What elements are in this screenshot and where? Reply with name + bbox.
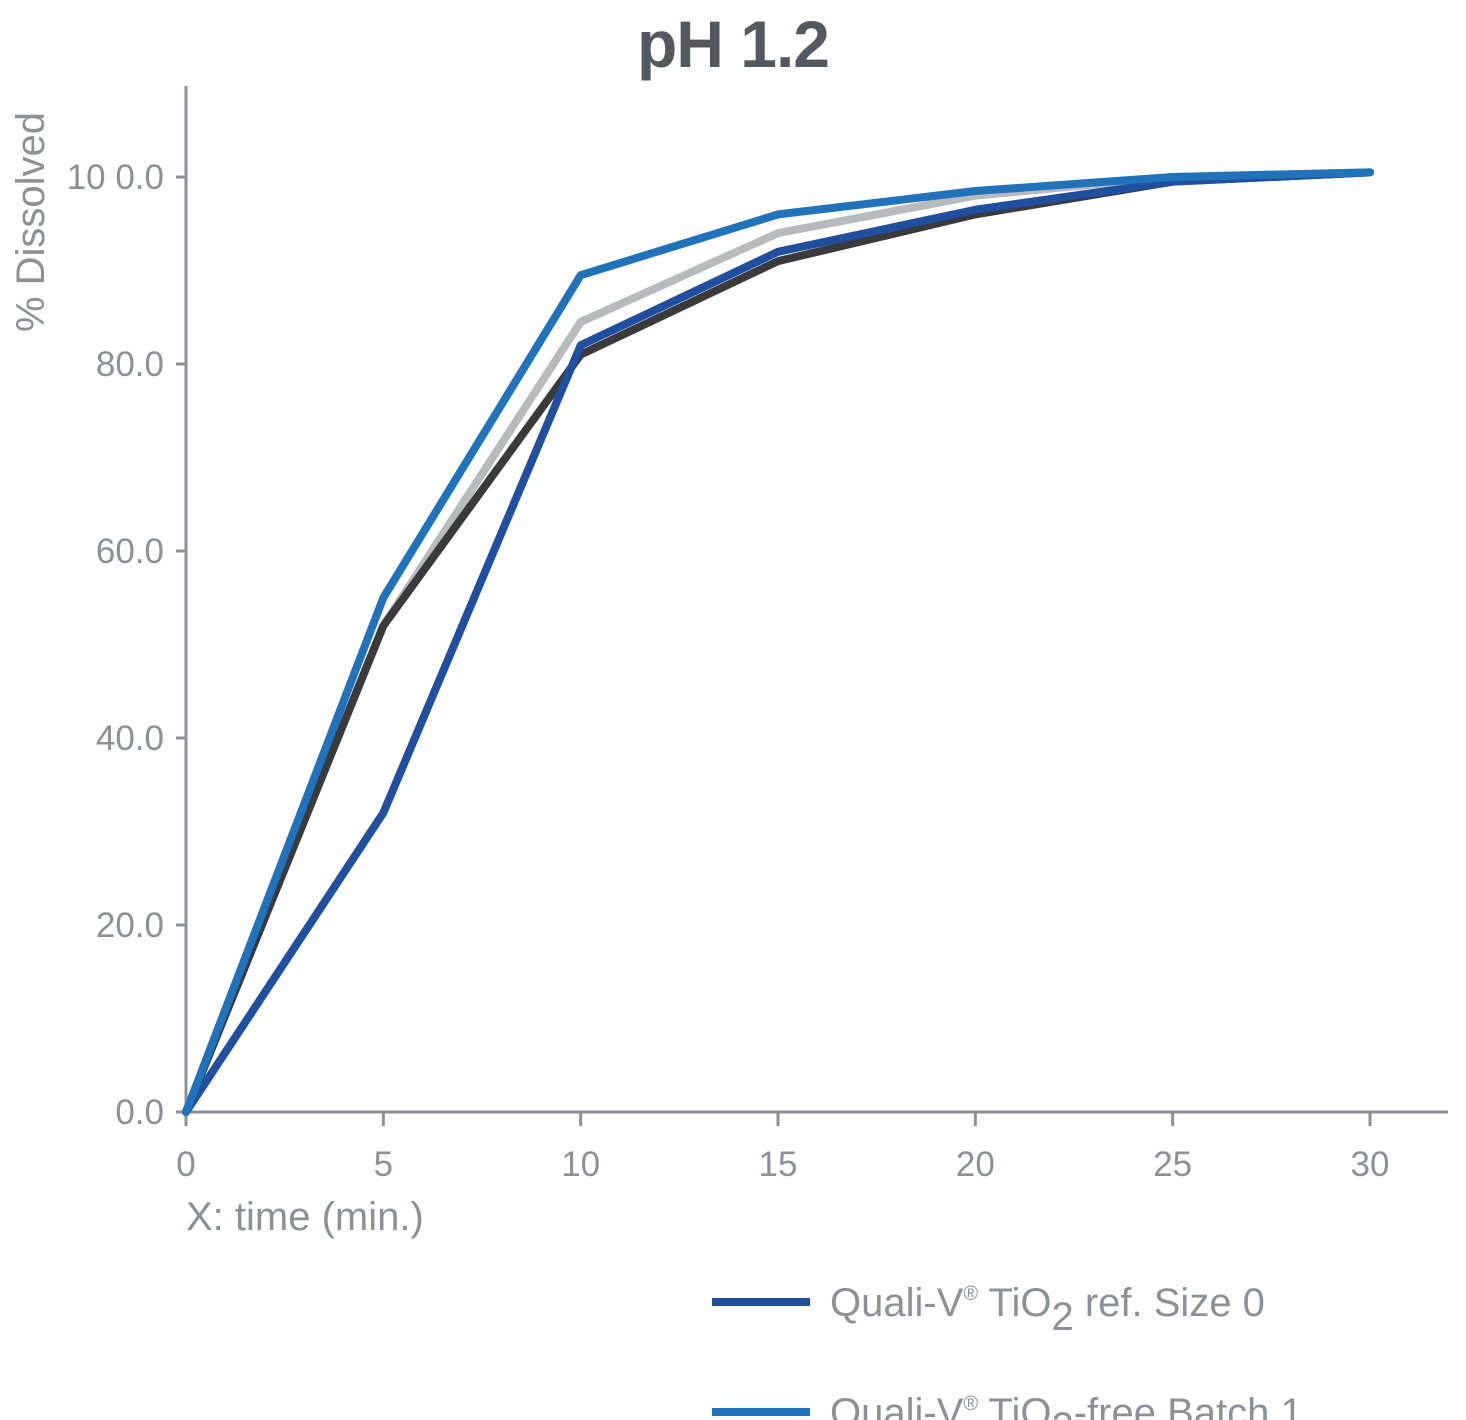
axes	[184, 86, 1448, 1114]
data-point	[775, 211, 781, 218]
legend-label: Quali-V® TiO2 ref. Size 0	[830, 1281, 1265, 1339]
data-point	[972, 206, 979, 213]
legend-label: Quali-V® TiO2-free Batch 1	[830, 1391, 1303, 1420]
data-point	[577, 318, 584, 325]
x-tick-label: 25	[1153, 1145, 1192, 1184]
x-tick-label: 30	[1351, 1145, 1390, 1184]
chart-title: pH 1.2	[636, 7, 830, 81]
y-tick-label: 10 0.0	[67, 158, 164, 197]
x-tick-label: 15	[759, 1145, 798, 1184]
data-point	[775, 258, 781, 265]
data-point	[577, 272, 584, 279]
x-tick-label: 10	[561, 1145, 600, 1184]
data-point	[380, 594, 387, 601]
x-axis-label: X: time (min.)	[186, 1195, 424, 1239]
y-tick-label: 80.0	[96, 345, 164, 384]
data-point	[1367, 169, 1373, 176]
x-tick-label: 0	[176, 1145, 195, 1184]
data-point	[577, 342, 584, 349]
y-tick-label: 60.0	[96, 532, 164, 571]
legend: Quali-V® TiO2 ref. Size 0 Quali-V® TiO2-f…	[712, 1281, 1303, 1420]
data-point	[775, 230, 781, 237]
data-point	[183, 1109, 189, 1115]
data-point	[972, 188, 979, 195]
series-line-4	[182, 168, 1374, 1116]
data-point	[775, 248, 781, 255]
ticks: 0 5 10 15 20 25 30 0.0 20.0 40.0 60.0 80.0 10 0.0	[67, 158, 1390, 1184]
data-point	[380, 622, 387, 629]
y-axis-label: % Dissolved	[9, 112, 53, 332]
data-point	[1169, 174, 1176, 180]
y-tick-label: 40.0	[96, 719, 164, 758]
x-tick-label: 5	[374, 1145, 393, 1184]
y-tick-label: 0.0	[115, 1093, 164, 1132]
y-tick-label: 20.0	[96, 906, 164, 945]
data-point	[380, 809, 387, 816]
series-layer	[182, 168, 1374, 1116]
x-tick-label: 20	[956, 1145, 995, 1184]
